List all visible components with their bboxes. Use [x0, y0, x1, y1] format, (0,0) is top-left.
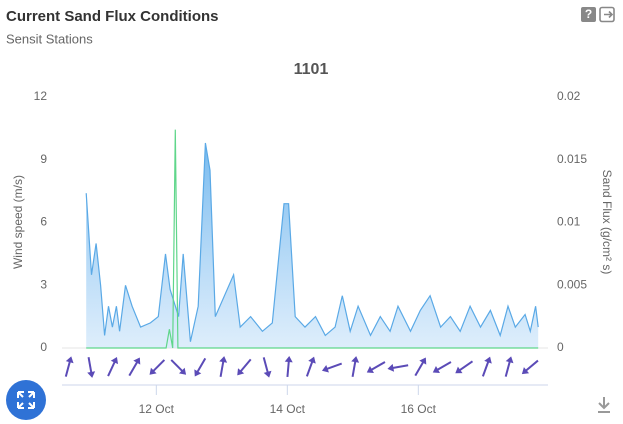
wind-arrow — [305, 356, 316, 377]
download-icon[interactable] — [598, 397, 610, 413]
y2-tick-label: 0.01 — [557, 215, 581, 229]
svg-text:?: ? — [585, 7, 592, 21]
y-tick-label: 3 — [40, 277, 47, 291]
wind-area — [86, 143, 539, 348]
wind-arrow — [64, 356, 74, 377]
arrow-shaft — [64, 359, 72, 377]
y2-tick-label: 0.005 — [557, 277, 587, 291]
arrow-shaft — [107, 359, 117, 377]
wind-arrow — [237, 358, 252, 376]
wind-arrow — [170, 359, 187, 375]
series-line — [86, 129, 539, 349]
arrow-head — [87, 371, 96, 378]
arrow-head — [263, 370, 272, 378]
wind-arrow — [149, 359, 166, 375]
arrow-head — [219, 356, 228, 363]
wind-arrow — [284, 356, 293, 378]
arrow-head — [351, 356, 360, 363]
arrow-head — [419, 357, 427, 365]
arrow-head — [321, 364, 329, 373]
wind-arrow — [87, 356, 96, 378]
wind-arrow — [219, 356, 228, 378]
series-line — [85, 142, 539, 342]
y2-axis-title: Sand Flux (g/cm² s) — [600, 170, 614, 275]
arrow-head — [308, 356, 316, 364]
y-tick-label: 0 — [40, 340, 47, 354]
arrow-head — [455, 366, 463, 374]
arrow-head — [505, 356, 514, 364]
arrow-head — [179, 367, 187, 375]
arrow-shaft — [481, 359, 490, 377]
wind-arrow — [432, 361, 452, 373]
y2-tick-label: 0.015 — [557, 152, 587, 166]
arrow-shaft — [324, 362, 343, 371]
arrow-head — [194, 369, 202, 377]
wind-arrow — [351, 356, 360, 378]
arrow-shaft — [150, 359, 166, 374]
arrow-shaft — [170, 359, 185, 374]
exit-icon[interactable] — [599, 6, 615, 23]
arrow-shaft — [523, 359, 539, 373]
arrow-head — [133, 357, 141, 365]
arrow-head — [366, 366, 374, 373]
arrow-shaft — [262, 357, 270, 375]
arrow-head — [432, 366, 440, 373]
wind-arrow — [414, 357, 427, 377]
y-tick-label: 12 — [34, 89, 48, 103]
chart-title: 1101 — [294, 61, 329, 78]
wind-arrow — [521, 359, 539, 375]
wind-arrow — [262, 357, 272, 378]
y-axis-title: Wind speed (m/s) — [11, 175, 25, 269]
help-icon[interactable]: ? — [581, 7, 596, 22]
y2-tick-label: 0 — [557, 340, 564, 354]
wind-arrow — [504, 356, 514, 377]
arrow-head — [521, 367, 530, 375]
wind-arrow — [128, 357, 141, 377]
arrow-head — [65, 356, 74, 364]
arrow-head — [237, 368, 245, 376]
arrow-head — [387, 363, 395, 372]
arrow-shaft — [305, 359, 314, 377]
y2-tick-label: 0.02 — [557, 89, 581, 103]
x-tick-label: 14 Oct — [270, 402, 306, 416]
arrow-head — [110, 357, 119, 365]
y-tick-label: 6 — [40, 215, 47, 229]
y-tick-label: 9 — [40, 152, 47, 166]
x-tick-label: 12 Oct — [139, 402, 175, 416]
wind-arrow — [321, 362, 343, 373]
x-tick-label: 16 Oct — [401, 402, 437, 416]
widget-title: Current Sand Flux Conditions — [6, 8, 219, 25]
wind-arrow — [455, 360, 474, 374]
arrow-head — [149, 367, 157, 375]
wind-arrow — [387, 363, 409, 372]
wind-arrow — [107, 357, 119, 377]
widget-subtitle: Sensit Stations — [6, 31, 93, 46]
wind-arrow — [194, 357, 207, 377]
expand-button[interactable] — [6, 380, 46, 420]
arrow-shaft — [504, 359, 512, 377]
wind-arrow — [366, 361, 386, 373]
arrow-head — [484, 356, 492, 364]
arrow-head — [284, 356, 293, 363]
wind-arrow — [481, 356, 492, 377]
